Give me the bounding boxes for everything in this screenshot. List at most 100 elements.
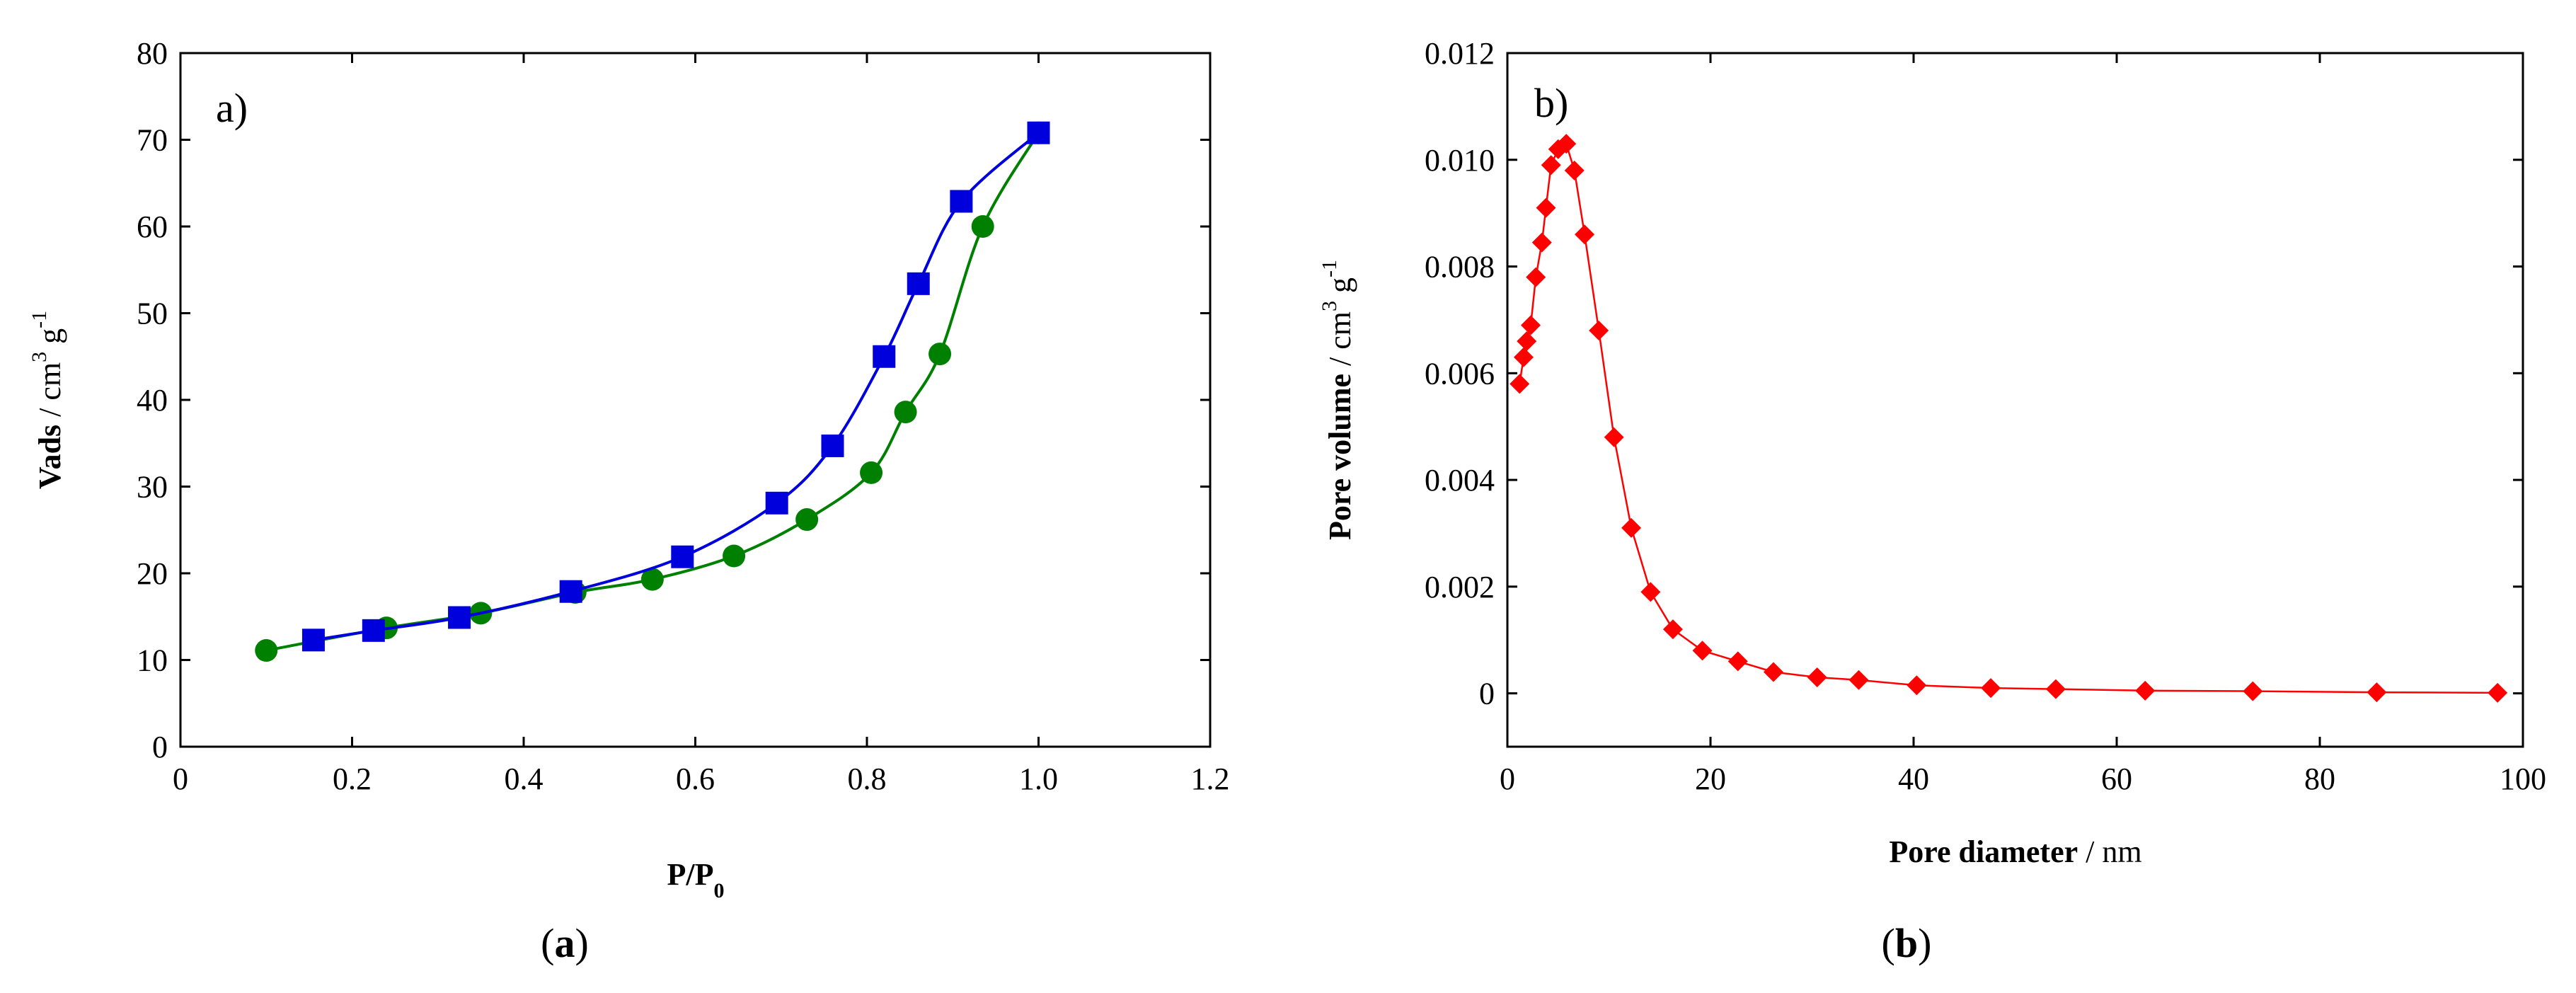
y-axis-title-b-main: Pore volume (1323, 374, 1357, 540)
data-point-pore-volume (1807, 667, 1827, 687)
data-point-desorption (448, 606, 471, 629)
data-point-pore-volume (1848, 670, 1869, 690)
data-point-pore-volume (1763, 662, 1783, 682)
data-point-pore-volume (2488, 682, 2508, 703)
data-point-adsorption (971, 215, 994, 238)
y-axis-title-a-sup1: 3 (28, 352, 51, 362)
data-point-adsorption (795, 508, 819, 532)
x-tick-label-b: 20 (1695, 762, 1726, 796)
data-point-pore-volume (1564, 160, 1585, 180)
data-point-desorption (301, 628, 325, 652)
x-tick-label-b: 40 (1898, 762, 1929, 796)
data-point-pore-volume (1526, 267, 1546, 287)
caption-a-letter: a (555, 920, 575, 966)
caption-b-letter: b (1895, 920, 1918, 966)
y-axis-title-b-sup1: 3 (1318, 301, 1341, 311)
y-axis-title-a-sup2: -1 (28, 311, 51, 328)
plot-b-frame (1506, 52, 2524, 748)
data-point-desorption (821, 434, 844, 457)
data-point-pore-volume (2045, 679, 2066, 699)
y-tick-label-a: 10 (137, 643, 168, 678)
data-point-pore-volume (1541, 155, 1561, 176)
caption-a-close: ) (575, 920, 589, 966)
data-point-pore-volume (1510, 374, 1530, 394)
plot-a-frame (179, 52, 1212, 748)
y-axis-title-b-unit: / cm (1323, 311, 1357, 374)
data-point-pore-volume (1662, 619, 1683, 640)
x-tick-label-a: 0.4 (505, 762, 544, 796)
x-tick-label-a: 1.2 (1191, 762, 1230, 796)
x-tick-label-a: 0.2 (333, 762, 372, 796)
data-point-pore-volume (1907, 675, 1927, 696)
y-axis-title-a-mid: g (33, 328, 67, 352)
y-tick-label-b: 0.006 (1425, 356, 1495, 391)
data-point-adsorption (640, 568, 664, 591)
x-tick-label-b: 0 (1500, 762, 1515, 796)
data-point-pore-volume (2135, 680, 2156, 701)
y-tick-label-a: 0 (152, 730, 168, 764)
y-tick-label-b: 0.012 (1425, 36, 1495, 71)
data-point-desorption (950, 190, 973, 213)
data-point-pore-volume (1981, 678, 2001, 699)
data-point-desorption (873, 345, 896, 368)
data-point-pore-volume (1531, 232, 1552, 253)
data-point-pore-volume (1513, 347, 1534, 367)
y-tick-label-b: 0.002 (1425, 570, 1495, 604)
data-point-pore-volume (1556, 134, 1577, 154)
data-point-adsorption (860, 461, 883, 484)
x-tick-label-b: 100 (2500, 762, 2546, 796)
y-tick-label-a: 60 (137, 209, 168, 244)
data-point-pore-volume (1517, 331, 1537, 352)
data-point-adsorption (894, 401, 917, 424)
x-tick-label-b: 60 (2101, 762, 2132, 796)
panel-b-label: b) (1534, 80, 1568, 126)
y-axis-title-a-unit: / cm (33, 362, 67, 425)
data-point-pore-volume (1727, 651, 1748, 672)
data-point-desorption (765, 491, 788, 515)
x-tick-label-a: 0 (173, 762, 188, 796)
x-tick-label-a: 1.0 (1019, 762, 1058, 796)
y-axis-title-a-main: Vads (33, 425, 67, 489)
data-point-desorption (559, 580, 582, 603)
caption-a-open: ( (541, 920, 554, 966)
y-axis-title-b: Pore volume / cm3 g-1 (1318, 260, 1357, 540)
x-axis-title-b-main: Pore diameter (1889, 834, 2078, 869)
x-axis-title-a: P/P0 (667, 857, 725, 902)
x-axis-title-a-main: P/P (667, 857, 714, 892)
caption-a: (a) (541, 920, 589, 966)
data-point-pore-volume (1536, 197, 1556, 218)
panel-a-label: a) (216, 85, 248, 131)
data-point-desorption (671, 545, 694, 568)
data-point-pore-volume (2367, 682, 2387, 703)
data-point-adsorption (255, 639, 278, 662)
x-tick-label-a: 0.8 (848, 762, 887, 796)
y-tick-label-b: 0.008 (1425, 250, 1495, 285)
data-point-pore-volume (1640, 582, 1661, 602)
y-axis-title-a: Vads / cm3 g-1 (28, 311, 67, 489)
x-axis-title-b-unit: / nm (2078, 834, 2141, 869)
data-point-desorption (362, 619, 385, 642)
data-point-pore-volume (1589, 321, 1609, 340)
data-point-pore-volume (1621, 517, 1642, 538)
y-axis-title-b-sup2: -1 (1318, 260, 1341, 277)
data-point-desorption (907, 272, 930, 295)
data-point-adsorption (928, 343, 952, 366)
data-point-desorption (1027, 121, 1050, 144)
y-tick-label-a: 80 (137, 36, 168, 71)
y-axis-title-b-mid: g (1323, 277, 1357, 301)
caption-b: (b) (1882, 920, 1932, 966)
y-tick-label-a: 20 (137, 556, 168, 591)
data-point-pore-volume (1692, 641, 1713, 661)
data-point-pore-volume (1604, 427, 1624, 447)
y-tick-label-a: 40 (137, 383, 168, 418)
y-tick-label-a: 30 (137, 470, 168, 505)
y-tick-label-b: 0.004 (1425, 463, 1495, 498)
caption-b-open: ( (1882, 920, 1895, 966)
x-axis-title-a-sub: 0 (713, 879, 724, 902)
y-tick-label-a: 50 (137, 297, 168, 331)
data-point-pore-volume (1575, 224, 1595, 245)
panel-b: 0 20 40 60 80 100 0 0.002 0.004 0.006 0.008 0.010 0.… (1318, 36, 2546, 966)
data-point-pore-volume (2243, 681, 2263, 701)
